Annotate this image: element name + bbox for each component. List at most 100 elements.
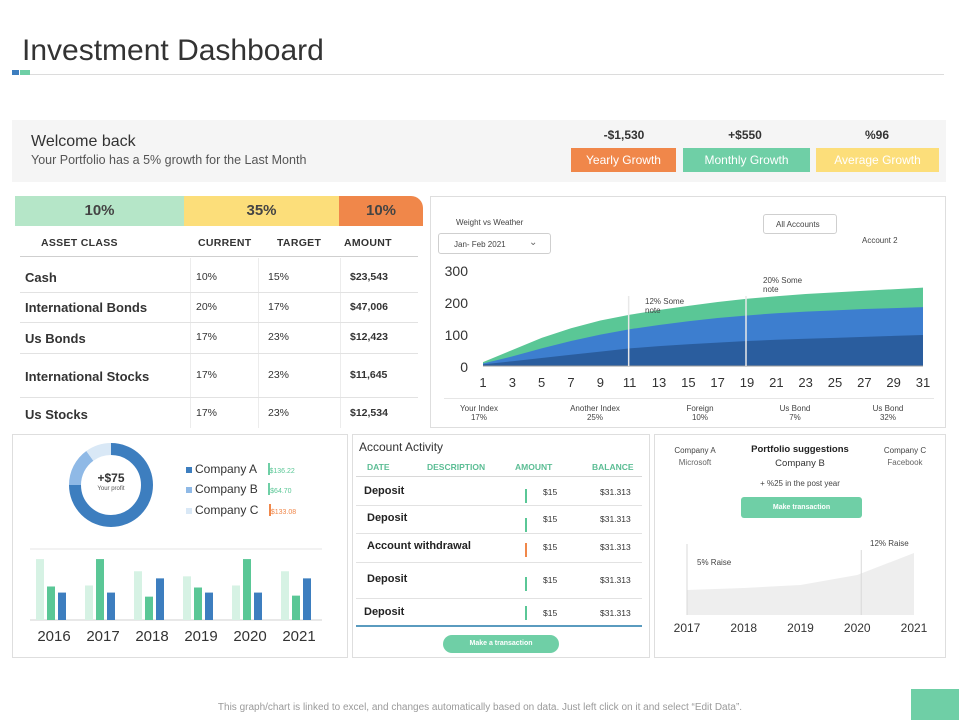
- average-growth-button[interactable]: Average Growth: [816, 148, 939, 172]
- raise-12-label: 12% Raise: [870, 539, 909, 548]
- bar-category-label: 2017: [86, 628, 119, 645]
- index-name: Us Bond: [779, 404, 811, 413]
- activity-amount: $15: [543, 575, 558, 585]
- company-sub: Facebook: [887, 458, 923, 467]
- activity-desc: Deposit: [367, 512, 408, 524]
- activity-indicator: [525, 606, 527, 620]
- welcome-title: Welcome back: [31, 133, 136, 150]
- x-tick-label: 31: [916, 375, 930, 390]
- bar: [134, 571, 142, 620]
- activity-amount: $15: [543, 608, 558, 618]
- activity-title: Account Activity: [359, 440, 444, 454]
- legend-label: Company A: [195, 462, 258, 476]
- asset-row-amount: $11,645: [350, 369, 388, 381]
- index-label: Foreign 10%: [675, 404, 725, 422]
- asset-row-current: 17%: [196, 331, 218, 343]
- asset-row-name: Cash: [25, 270, 57, 285]
- make-a-transaction-button[interactable]: Make a transaction: [443, 635, 559, 653]
- suggest-year-label: 2020: [844, 621, 871, 635]
- bar: [145, 596, 153, 620]
- asset-row-name: International Stocks: [25, 369, 150, 384]
- col-amount: AMOUNT: [344, 237, 392, 249]
- asset-row-current: 17%: [196, 369, 218, 381]
- x-tick-label: 7: [567, 375, 574, 390]
- chevron-down-icon: ⌄: [529, 237, 538, 248]
- yearly-growth-button[interactable]: Yearly Growth: [571, 148, 676, 172]
- title-accent-green: [20, 70, 30, 75]
- bar-category-label: 2020: [233, 628, 266, 645]
- x-tick-label: 11: [623, 375, 637, 390]
- bar: [232, 585, 240, 620]
- accounts-value: All Accounts: [776, 220, 820, 229]
- x-tick-label: 3: [509, 375, 516, 390]
- company-name: Company A: [674, 446, 716, 455]
- asset-row-target: 23%: [268, 407, 290, 419]
- donut-slice-1: [69, 443, 153, 527]
- index-name: Us Bond: [872, 404, 904, 413]
- y-tick-label: 200: [445, 295, 469, 311]
- suggestions-title: Portfolio suggestions: [751, 444, 849, 455]
- legend-tick: [268, 482, 271, 495]
- allocation-pct-2: 35%: [184, 196, 339, 226]
- index-name: Foreign: [686, 404, 714, 413]
- asset-row-target: 23%: [268, 331, 290, 343]
- bar: [85, 585, 93, 620]
- index-name: Your Index: [460, 404, 498, 413]
- welcome-subtitle: Your Portfolio has a 5% growth for the L…: [31, 153, 307, 167]
- date-range-dropdown[interactable]: Jan- Feb 2021 ⌄: [438, 233, 551, 254]
- table-col-divider: [190, 258, 191, 428]
- bar: [254, 592, 262, 620]
- asset-row-current: 20%: [196, 301, 218, 313]
- suggestions-area: [687, 553, 914, 615]
- activity-col-amount: AMOUNT: [515, 462, 553, 472]
- area-chart-title: Weight vs Weather: [456, 218, 524, 227]
- activity-balance: $31.313: [600, 608, 631, 618]
- y-tick-label: 0: [460, 359, 468, 375]
- x-tick-label: 23: [798, 375, 812, 390]
- activity-row-divider: [356, 505, 642, 506]
- legend-amount: $64.70: [270, 488, 292, 495]
- profit-panel: [12, 434, 348, 658]
- activity-balance: $31.313: [600, 514, 631, 524]
- asset-row-name: Us Stocks: [25, 407, 88, 422]
- x-tick-label: 1: [479, 375, 486, 390]
- legend-company-c: Company C $133.08: [186, 501, 296, 519]
- table-row-divider: [20, 322, 418, 323]
- legend-tick: [268, 503, 271, 516]
- activity-row-divider: [356, 533, 642, 534]
- asset-row-current: 10%: [196, 271, 218, 283]
- col-current: CURRENT: [198, 237, 252, 249]
- table-header-divider: [20, 256, 418, 257]
- area-series-1: [483, 334, 923, 366]
- index-label: Us Bond 7%: [770, 404, 820, 422]
- page-title: Investment Dashboard: [22, 34, 324, 67]
- bar: [243, 559, 251, 620]
- suggest-company-b: Company B: [775, 458, 825, 469]
- legend-swatch: [186, 487, 192, 493]
- legend-company-a: Company A $136.22: [186, 460, 295, 478]
- bar: [107, 592, 115, 620]
- x-tick-label: 25: [828, 375, 842, 390]
- make-transaction-button[interactable]: Make transaction: [741, 497, 862, 518]
- index-pct: 10%: [691, 413, 708, 422]
- monthly-growth-button[interactable]: Monthly Growth: [683, 148, 810, 172]
- activity-bottom-rule: [356, 625, 642, 627]
- suggest-company-a: Company A Microsoft: [667, 445, 723, 469]
- bar-category-label: 2021: [282, 628, 315, 645]
- yearly-bar-chart: 2016 2017 2018 2019 2020 2021: [30, 548, 322, 645]
- suggest-year-label: 2021: [901, 621, 928, 635]
- index-pct: 7%: [789, 413, 801, 422]
- activity-desc: Deposit: [364, 606, 405, 618]
- legend-label: Company C: [195, 503, 259, 517]
- bar: [47, 586, 55, 620]
- col-target: TARGET: [277, 237, 322, 249]
- accounts-dropdown[interactable]: All Accounts: [763, 214, 837, 234]
- title-divider: [20, 74, 944, 75]
- x-tick-label: 15: [681, 375, 695, 390]
- table-col-divider: [340, 258, 341, 428]
- suggest-year-label: 2018: [730, 621, 757, 635]
- asset-row-current: 17%: [196, 407, 218, 419]
- activity-row-divider: [356, 562, 642, 563]
- suggest-company-c: Company C Facebook: [877, 445, 933, 469]
- x-tick-label: 17: [710, 375, 724, 390]
